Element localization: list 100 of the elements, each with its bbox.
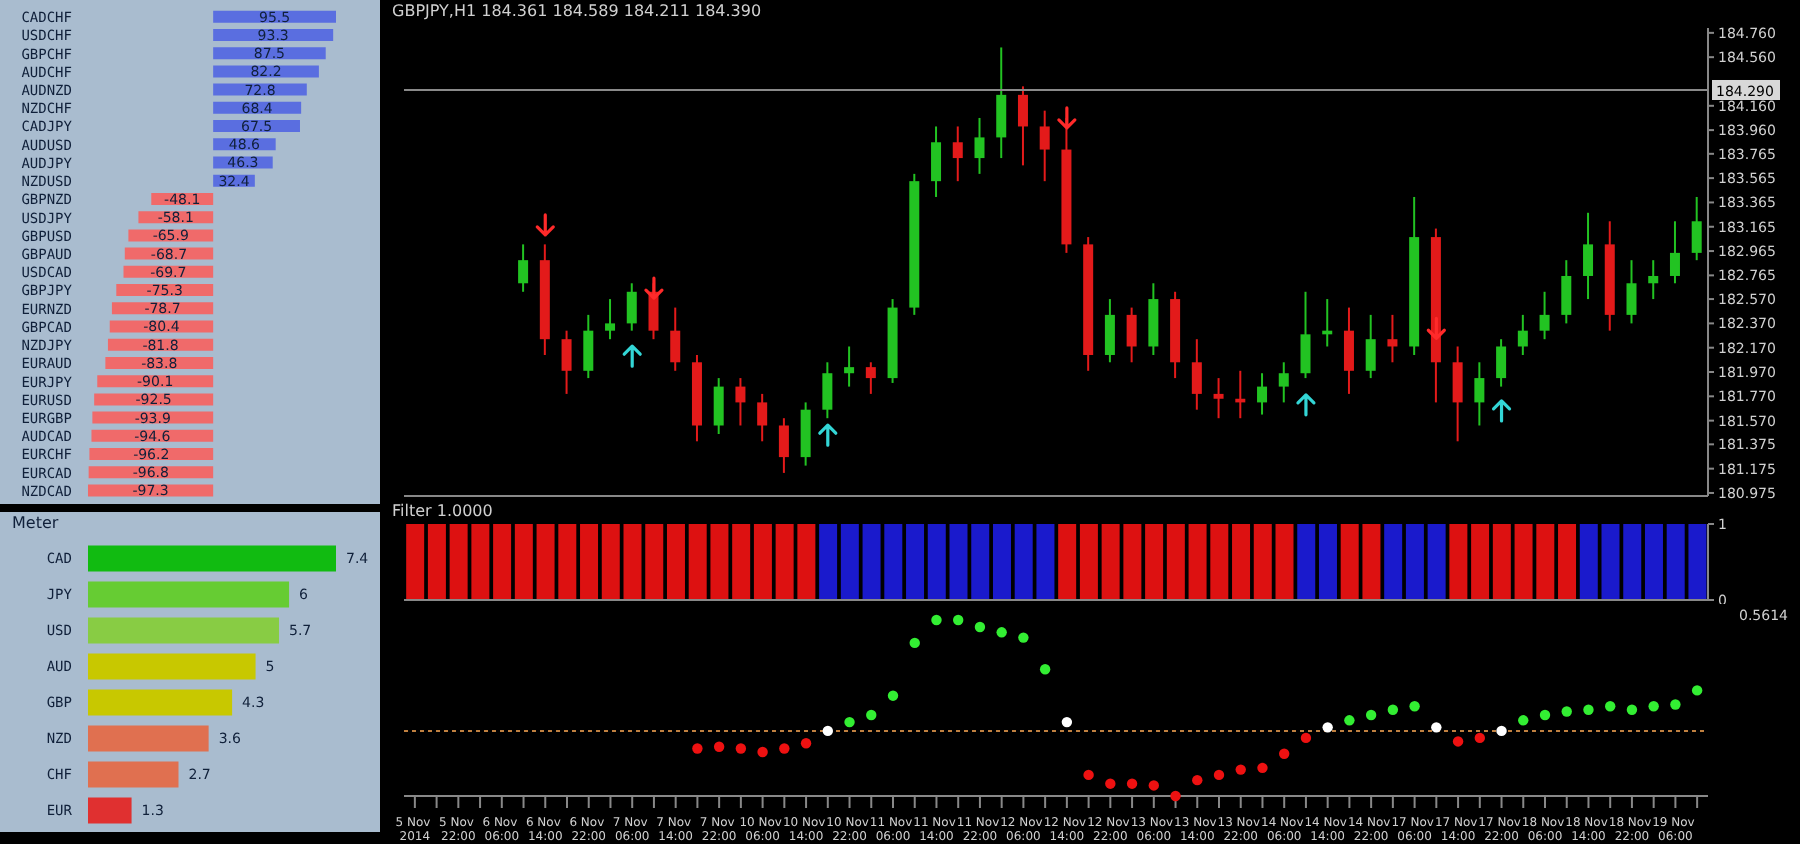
point xyxy=(1039,664,1051,675)
point xyxy=(1148,780,1159,791)
point xyxy=(1296,393,1316,417)
point xyxy=(1496,725,1507,737)
candlestick xyxy=(1017,85,1028,167)
point xyxy=(1365,709,1377,721)
point xyxy=(1235,764,1246,775)
point xyxy=(1279,748,1290,759)
candlestick xyxy=(1539,290,1550,341)
candlestick xyxy=(1648,259,1659,301)
point xyxy=(1626,704,1638,715)
candlestick xyxy=(518,243,529,293)
point xyxy=(1670,699,1681,710)
bar xyxy=(88,581,290,608)
point xyxy=(931,614,942,626)
candlestick xyxy=(1104,298,1115,364)
candlestick xyxy=(1257,372,1268,416)
candlestick xyxy=(1343,306,1354,395)
candlestick xyxy=(1039,109,1050,183)
point xyxy=(1691,685,1703,696)
point xyxy=(1409,701,1420,712)
point xyxy=(1605,701,1616,712)
point xyxy=(1322,722,1333,733)
candlestick xyxy=(1148,282,1159,356)
candlestick xyxy=(1300,290,1311,380)
candlestick xyxy=(626,282,637,332)
candlestick xyxy=(778,417,789,474)
point xyxy=(535,213,555,237)
candlestick xyxy=(1278,361,1289,404)
candlestick xyxy=(865,361,876,395)
candlestick xyxy=(1191,338,1202,411)
point xyxy=(1170,790,1181,802)
point xyxy=(1105,778,1116,789)
point xyxy=(1083,769,1094,781)
candlestick xyxy=(931,125,942,198)
point xyxy=(909,637,920,649)
candlestick xyxy=(1365,313,1376,380)
point xyxy=(779,743,790,754)
point xyxy=(800,738,812,749)
candlestick xyxy=(670,306,681,372)
candlestick xyxy=(974,116,985,175)
candlestick xyxy=(1517,313,1528,356)
point xyxy=(1474,732,1485,744)
point xyxy=(996,627,1007,638)
bar xyxy=(88,653,256,680)
point xyxy=(1061,716,1073,728)
candlestick xyxy=(1626,259,1637,325)
point xyxy=(757,746,768,758)
candlestick xyxy=(996,46,1007,160)
bar xyxy=(88,761,179,788)
candlestick xyxy=(713,377,724,436)
point xyxy=(953,614,964,626)
bar xyxy=(88,484,214,497)
point xyxy=(1426,316,1446,340)
candlestick xyxy=(1387,313,1398,364)
point xyxy=(1431,722,1442,733)
point xyxy=(1583,704,1594,715)
point xyxy=(735,743,747,754)
candlestick xyxy=(605,298,616,341)
chart-title: Meter xyxy=(12,514,59,532)
point xyxy=(1518,715,1529,726)
point xyxy=(1491,399,1512,423)
candlestick xyxy=(1452,345,1463,443)
point xyxy=(713,741,725,752)
bar xyxy=(88,689,233,716)
point xyxy=(866,709,877,721)
candlestick xyxy=(1691,195,1702,262)
candlestick xyxy=(844,345,855,388)
point xyxy=(1213,769,1225,781)
candlestick xyxy=(1474,361,1485,427)
point xyxy=(822,725,833,737)
bar xyxy=(88,617,280,644)
candlestick xyxy=(1496,338,1507,388)
candlestick xyxy=(1669,220,1680,285)
point xyxy=(1387,704,1399,715)
chart-title: GBPJPY,H1 184.361 184.589 184.211 184.390 xyxy=(392,2,762,20)
point xyxy=(622,344,642,368)
candlestick xyxy=(952,125,963,183)
point xyxy=(1018,632,1029,643)
bar xyxy=(88,797,132,824)
candlestick xyxy=(1213,377,1224,420)
candlestick xyxy=(1561,259,1572,325)
point xyxy=(974,621,986,633)
point xyxy=(1257,762,1268,774)
point xyxy=(844,716,855,728)
point xyxy=(1126,778,1138,789)
point xyxy=(1648,701,1659,712)
point xyxy=(1057,106,1077,130)
candlestick xyxy=(757,392,768,443)
point xyxy=(692,743,703,754)
candlestick xyxy=(800,401,811,467)
candlestick xyxy=(1126,306,1137,364)
candlestick xyxy=(735,377,746,427)
candlestick xyxy=(561,329,572,395)
point xyxy=(818,423,838,447)
candlestick xyxy=(1583,211,1594,301)
bar xyxy=(88,545,336,572)
candlestick xyxy=(822,361,833,420)
point xyxy=(1344,715,1355,726)
bar xyxy=(88,725,209,752)
